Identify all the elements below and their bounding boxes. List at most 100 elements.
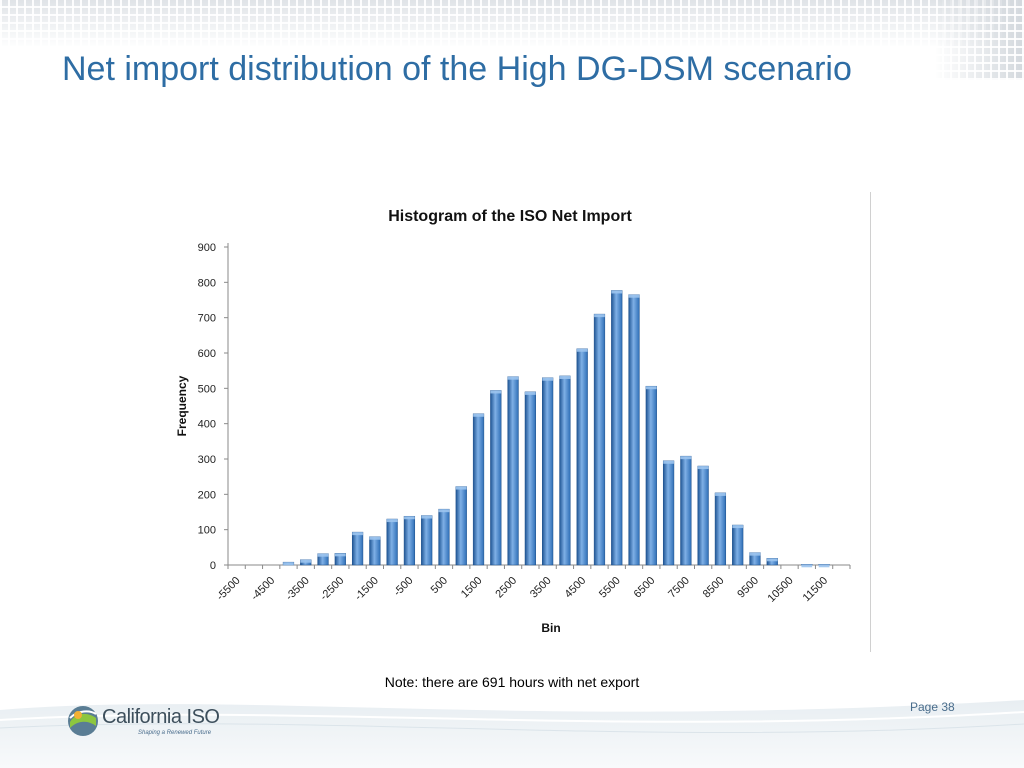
y-tick-label: 900	[198, 242, 216, 254]
bar	[334, 553, 346, 566]
bar-cap	[455, 486, 467, 490]
x-tick-label: 6500	[632, 575, 658, 601]
bar	[749, 552, 761, 566]
x-tick-label: -5500	[214, 575, 242, 603]
bar	[576, 348, 588, 566]
bar-cap	[697, 466, 709, 470]
bar-cap	[663, 460, 674, 464]
bar	[645, 385, 657, 566]
x-tick-label: -3500	[283, 575, 311, 603]
bar	[403, 515, 416, 566]
bar	[766, 558, 778, 566]
x-tick-label: 500	[429, 575, 450, 596]
x-tick-label: 4500	[563, 575, 589, 601]
bar	[386, 518, 398, 566]
chart-container: Histogram of the ISO Net Import 0 100 200 3…	[160, 192, 871, 652]
x-tick-label: -2500	[318, 575, 346, 603]
y-tick-label: 400	[198, 419, 216, 431]
bar-cap	[386, 519, 398, 523]
bar-cap	[317, 553, 329, 557]
bar-cap	[525, 391, 536, 395]
bar-cap	[300, 559, 312, 563]
bar-cap	[542, 377, 553, 381]
bar-cap	[490, 390, 502, 394]
bar-cap	[732, 525, 744, 529]
bar	[542, 377, 554, 566]
chart-title: Histogram of the ISO Net Import	[388, 208, 632, 225]
x-tick-label: 8500	[701, 575, 727, 601]
bar	[662, 460, 675, 566]
bar-cap	[801, 564, 813, 568]
bar-cap	[818, 564, 830, 568]
bar	[524, 391, 536, 566]
bar	[369, 536, 381, 566]
logo-tagline: Shaping a Renewed Future	[138, 730, 212, 736]
footnote: Note: there are 691 hours with net expor…	[384, 674, 640, 690]
bar-cap	[507, 376, 519, 380]
bar-cap	[628, 294, 640, 298]
bar	[455, 486, 467, 566]
bar	[472, 413, 485, 566]
bar	[611, 290, 623, 566]
x-axis-label: Bin	[541, 621, 560, 635]
bar-cap	[473, 413, 484, 417]
y-tick-label: 800	[198, 277, 216, 289]
logo: California ISO Shaping a Renewed Future	[66, 702, 226, 742]
x-tick-label: 2500	[493, 575, 519, 601]
bar	[714, 492, 727, 566]
bar-cap	[283, 562, 294, 566]
bar-cap	[645, 386, 657, 390]
bar	[559, 375, 571, 566]
bar-cap	[715, 492, 726, 496]
y-axis-label: Frequency	[175, 375, 189, 436]
x-tick-label: 3500	[528, 575, 554, 601]
bar-cap	[766, 558, 778, 562]
footer-wave-decoration	[0, 700, 1024, 768]
bar	[593, 313, 606, 566]
bar-cap	[369, 536, 381, 540]
header-decoration	[0, 0, 1024, 48]
bar-cap	[421, 515, 433, 519]
slide-title: Net import distribution of the High DG-D…	[62, 50, 852, 88]
bar-cap	[594, 314, 605, 318]
bar	[732, 524, 744, 566]
x-tick-label: -500	[391, 575, 415, 599]
y-tick-label: 700	[198, 313, 216, 325]
y-tick-label: 200	[198, 489, 216, 501]
california-iso-logo-icon	[68, 706, 98, 736]
y-tick-label: 300	[198, 454, 216, 466]
bar-cap	[576, 348, 588, 352]
logo-name: California ISO	[102, 706, 220, 728]
bar	[438, 508, 450, 566]
bar	[421, 515, 433, 566]
x-tick-label: -1500	[353, 575, 381, 603]
bar	[680, 455, 692, 566]
bar-cap	[680, 456, 692, 460]
x-tick-label: 1500	[459, 575, 485, 601]
x-tick-label: 5500	[597, 575, 623, 601]
bar	[697, 465, 709, 566]
x-tick-label: -4500	[249, 575, 277, 603]
bar-cap	[559, 375, 571, 379]
y-tick-label: 500	[198, 383, 216, 395]
bar-cap	[404, 516, 415, 520]
bar-cap	[749, 552, 761, 556]
x-tick-label: 7500	[666, 575, 692, 601]
header-decoration-right	[934, 0, 1024, 80]
page-number: Page 38	[910, 700, 955, 714]
y-tick-label: 0	[210, 560, 216, 572]
x-tick-label: 10500	[766, 575, 796, 605]
bar-cap	[352, 532, 363, 536]
y-tick-label: 600	[198, 348, 216, 360]
bar-cap	[438, 509, 450, 513]
bar	[490, 390, 502, 566]
bar	[351, 531, 364, 566]
histogram-chart: 0 100 200 300 400 500 600 700 800 900 -5500 -4500 -3…	[175, 242, 851, 635]
bar	[628, 294, 640, 566]
y-tick-label: 100	[198, 525, 216, 537]
x-tick-label: 11500	[801, 575, 831, 605]
bar-cap	[334, 553, 346, 557]
bar	[507, 376, 519, 566]
x-tick-label: 9500	[735, 575, 761, 601]
bar-cap	[611, 290, 623, 294]
